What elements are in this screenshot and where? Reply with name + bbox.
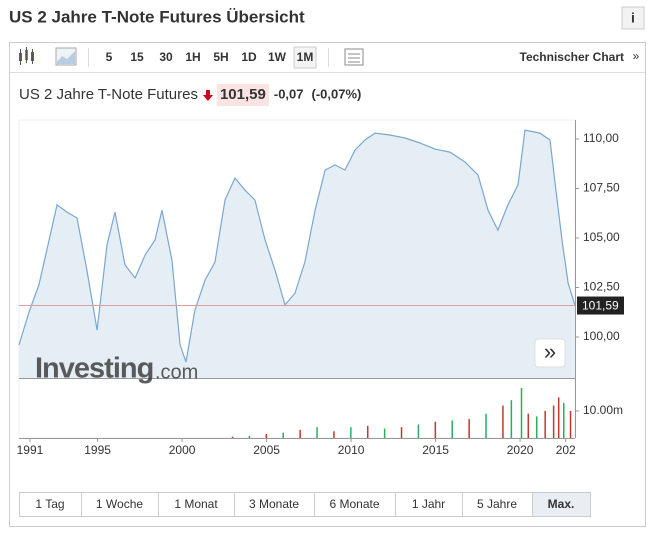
volume-bar — [350, 427, 352, 438]
x-tick-label: 202 — [556, 443, 576, 457]
scroll-button[interactable] — [534, 338, 566, 368]
range-button[interactable]: 3 Monate — [249, 497, 299, 511]
range-button[interactable]: 1 Monat — [174, 497, 218, 511]
page-title: US 2 Jahre T-Note Futures Übersicht — [9, 7, 305, 26]
y-tick-label: 100,00 — [583, 329, 620, 343]
range-button[interactable]: 1 Jahr — [412, 497, 445, 511]
x-tick-label: 2000 — [169, 443, 196, 457]
range-button-bg[interactable] — [395, 492, 463, 517]
range-button-bg[interactable] — [314, 492, 396, 517]
volume-bar — [316, 427, 318, 438]
volume-bar — [563, 402, 565, 438]
volume-tick-label: 10.00m — [583, 403, 623, 417]
volume-bar — [468, 419, 470, 438]
table-icon[interactable] — [344, 48, 364, 66]
volume-bar — [569, 410, 572, 438]
last-price-box — [577, 296, 624, 315]
range-button-bg[interactable] — [462, 492, 533, 517]
range-button-bg[interactable] — [158, 492, 235, 517]
volume-bar — [417, 424, 420, 438]
quote-price: 101,59 — [220, 86, 266, 103]
volume-bar — [383, 428, 386, 438]
volume-bar — [520, 387, 523, 438]
period-button[interactable]: 1D — [241, 50, 257, 64]
y-tick-label: 107,50 — [583, 181, 620, 195]
volume-bar — [400, 427, 403, 438]
volume-bar — [544, 410, 546, 438]
period-button[interactable]: 1H — [185, 50, 200, 64]
info-button[interactable] — [621, 6, 645, 30]
period-button[interactable]: 1W — [268, 50, 287, 64]
price-line — [18, 129, 576, 363]
x-tick-label: 2005 — [253, 443, 280, 457]
quote-change-pct: (-0,07%) — [312, 86, 362, 101]
volume-bar — [502, 405, 504, 438]
scroll-icon: » — [544, 339, 556, 364]
down-arrow — [202, 90, 213, 101]
x-tick-label: 2015 — [422, 443, 449, 457]
range-button-bg[interactable] — [234, 492, 315, 517]
volume-bar — [451, 420, 453, 438]
y-tick-label: 110,00 — [583, 131, 619, 145]
volume-bar — [231, 436, 234, 438]
candle-icon[interactable] — [19, 47, 34, 65]
volume-bar — [366, 425, 369, 438]
range-button-bg[interactable] — [532, 492, 591, 517]
range-button[interactable]: 6 Monate — [329, 497, 379, 511]
period-button[interactable]: 1M — [297, 50, 314, 64]
watermark-brand: Investing — [35, 353, 153, 385]
info-icon: i — [631, 10, 635, 26]
range-button[interactable]: Max. — [548, 497, 575, 511]
volume-bar — [552, 405, 555, 438]
period-button[interactable]: 30 — [159, 50, 173, 64]
period-active — [293, 46, 317, 69]
volume-bar — [485, 413, 487, 438]
x-tick-label: 1995 — [84, 443, 111, 457]
technical-chart-link[interactable]: Technischer Chart — [520, 50, 624, 64]
volume-bar — [282, 432, 284, 438]
volume-bar — [248, 435, 251, 438]
period-button[interactable]: 15 — [130, 50, 144, 64]
price-highlight — [216, 84, 269, 106]
line-area-shade — [19, 130, 575, 378]
x-tick-label: 1991 — [17, 443, 44, 457]
quote-change: -0,07 — [274, 86, 304, 101]
period-button[interactable]: 5 — [106, 50, 113, 64]
x-tick-label: 2020 — [507, 443, 534, 457]
y-tick-label: 105,00 — [583, 230, 620, 244]
range-button[interactable]: 1 Tag — [35, 497, 64, 511]
range-button[interactable]: 5 Jahre — [477, 497, 517, 511]
volume-bar — [265, 433, 268, 438]
quote-name: US 2 Jahre T-Note Futures — [19, 86, 198, 103]
x-tick-label: 2010 — [338, 443, 365, 457]
range-button-bg[interactable] — [19, 492, 82, 517]
y-tick-label: 102,50 — [583, 280, 620, 294]
volume-bar — [557, 397, 560, 438]
link-arrow: » — [633, 49, 640, 63]
volume-bar — [535, 416, 538, 438]
area-icon[interactable] — [55, 47, 77, 66]
volume-bar — [527, 413, 530, 438]
period-button[interactable]: 5H — [213, 50, 228, 64]
volume-bar — [333, 431, 335, 438]
volume-bar — [299, 429, 301, 438]
range-button-bg[interactable] — [81, 492, 159, 517]
volume-bar — [510, 400, 513, 438]
volume-bar — [434, 421, 437, 438]
last-price-label: 101,59 — [582, 299, 619, 313]
watermark-suffix: .com — [155, 361, 198, 383]
range-button[interactable]: 1 Woche — [96, 497, 143, 511]
